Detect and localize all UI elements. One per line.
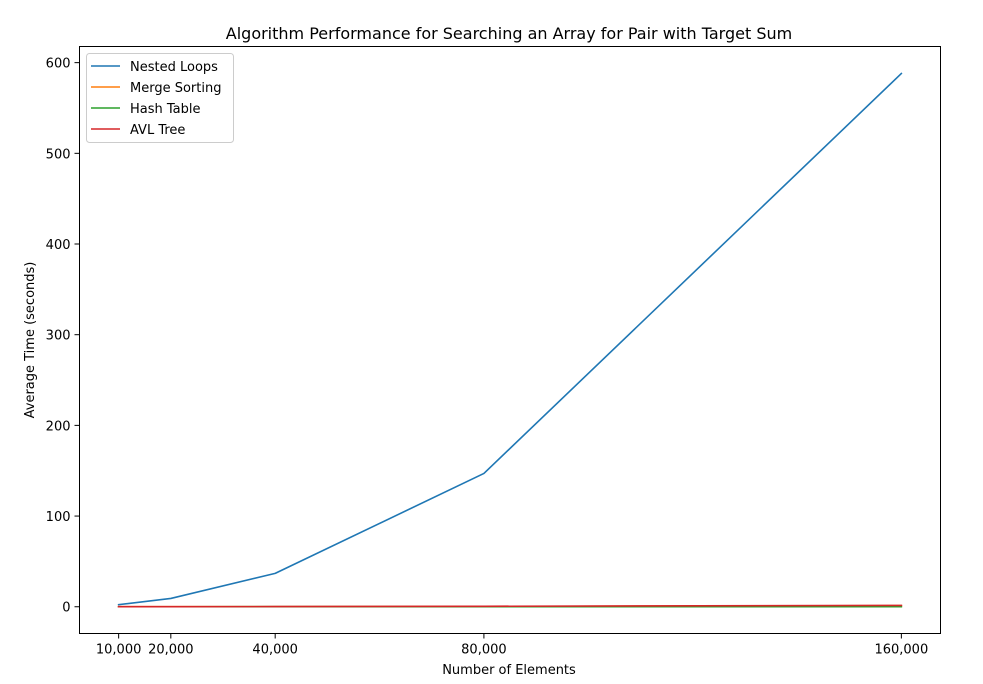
legend: Nested Loops Merge Sorting Hash Table AVL T… [86, 53, 234, 143]
plot-area: 0 100 200 300 400 500 600 10,000 20,000 40,000 80… [46, 46, 941, 658]
y-tick-label: 500 [46, 147, 71, 162]
y-tick-label: 300 [46, 329, 71, 344]
legend-label-merge-sorting: Merge Sorting [130, 81, 221, 96]
x-axis: 10,000 20,000 40,000 80,000 160,000 [96, 633, 928, 658]
y-tick-label: 600 [46, 57, 71, 72]
y-tick-label: 0 [62, 601, 70, 616]
y-axis-label: Average Time (seconds) [23, 262, 38, 419]
legend-label-avl-tree: AVL Tree [130, 123, 185, 138]
y-tick-label: 400 [46, 238, 71, 253]
series-line-nested-loops [117, 72, 903, 606]
series-line-avl-tree [117, 604, 903, 608]
y-tick-label: 200 [46, 419, 71, 434]
series-lines [117, 72, 903, 608]
y-axis: 0 100 200 300 400 500 600 [46, 57, 80, 616]
x-tick-label: 10,000 [96, 643, 142, 658]
x-tick-label: 160,000 [874, 643, 928, 658]
plot-frame [79, 46, 941, 634]
x-tick-label: 40,000 [252, 643, 298, 658]
x-tick-label: 80,000 [461, 643, 507, 658]
legend-label-hash-table: Hash Table [130, 102, 201, 117]
y-tick-label: 100 [46, 510, 71, 525]
legend-box [86, 53, 234, 143]
x-tick-label: 20,000 [148, 643, 194, 658]
x-axis-label: Number of Elements [442, 663, 576, 678]
chart-title: Algorithm Performance for Searching an A… [226, 24, 792, 43]
legend-label-nested-loops: Nested Loops [130, 60, 218, 75]
